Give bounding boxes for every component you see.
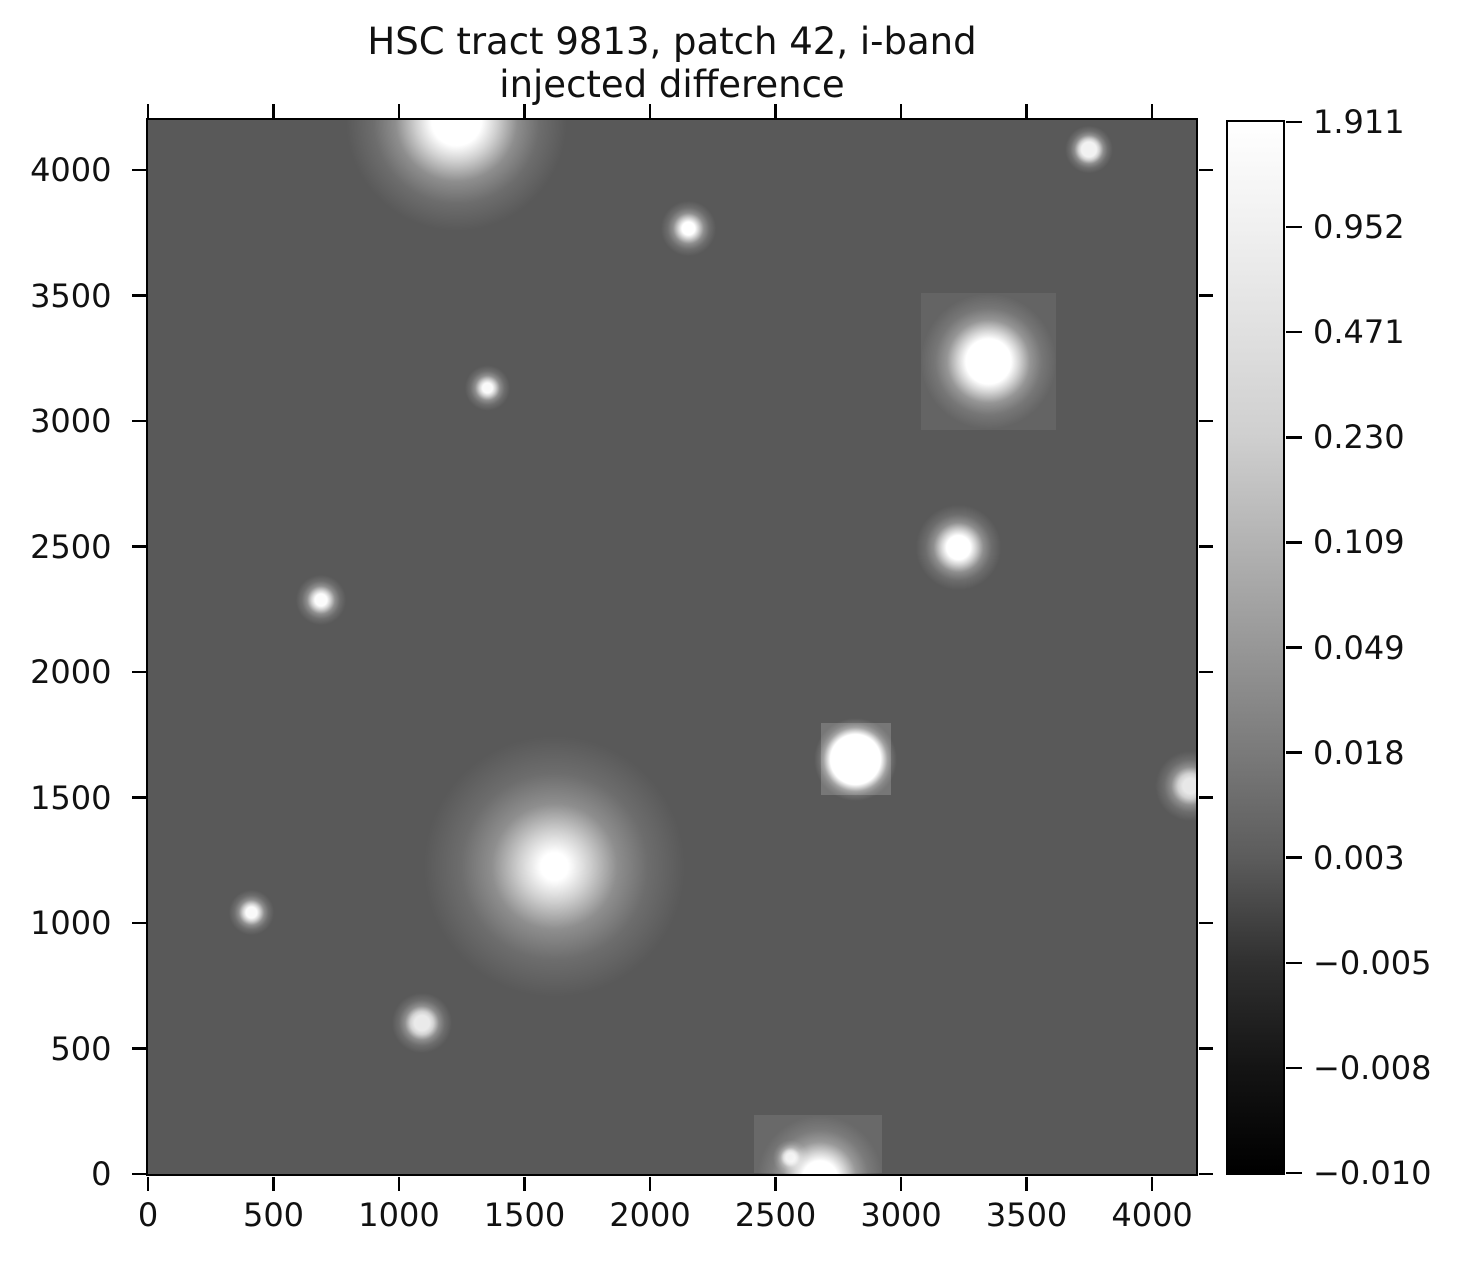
colorbar-tick <box>1285 751 1302 754</box>
colorbar-tick <box>1285 436 1302 439</box>
injected-source <box>423 735 685 997</box>
y-tick-label: 500 <box>50 1029 112 1068</box>
y-tick-right <box>1198 294 1213 297</box>
image-plot <box>145 117 1198 1176</box>
y-tick-right <box>1198 921 1213 925</box>
colorbar-tick <box>1285 646 1302 649</box>
injected-source <box>660 201 717 257</box>
x-tick <box>397 1176 401 1191</box>
injected-source <box>465 365 511 411</box>
x-tick-top <box>146 103 150 118</box>
injected-source <box>920 293 1057 430</box>
y-tick-label: 1500 <box>30 778 112 817</box>
x-tick <box>146 1176 150 1191</box>
y-tick <box>131 796 146 799</box>
colorbar-tick-label: 0.952 <box>1313 208 1405 247</box>
y-tick-right <box>1198 419 1213 423</box>
colorbar-tick-label: 0.049 <box>1313 628 1405 667</box>
y-tick-right <box>1198 670 1213 674</box>
y-tick-right <box>1198 1172 1213 1176</box>
colorbar-tick-label: 0.003 <box>1313 838 1405 877</box>
x-tick-top <box>523 103 526 118</box>
y-tick-label: 1000 <box>30 904 112 943</box>
y-tick-label: 2000 <box>30 653 112 692</box>
y-tick <box>131 545 146 548</box>
colorbar-tick <box>1285 330 1302 334</box>
colorbar-tick-label: −0.005 <box>1313 943 1432 982</box>
colorbar-tick-label: 0.230 <box>1313 418 1405 457</box>
y-tick <box>131 1047 146 1050</box>
injected-source <box>345 119 567 232</box>
colorbar-tick-label: 0.109 <box>1313 523 1405 562</box>
injected-source <box>1064 125 1113 174</box>
colorbar-tick <box>1285 961 1302 965</box>
colorbar-tick <box>1285 1066 1302 1070</box>
y-tick-label: 4000 <box>30 151 112 190</box>
y-tick-right <box>1198 1047 1213 1050</box>
injected-source <box>392 992 453 1054</box>
y-tick <box>131 419 146 423</box>
x-tick-label: 1000 <box>358 1196 440 1234</box>
x-tick <box>648 1176 652 1191</box>
y-tick <box>131 1172 146 1176</box>
y-tick <box>131 168 146 172</box>
y-tick-right <box>1198 796 1213 799</box>
x-tick <box>1150 1176 1154 1191</box>
x-tick <box>774 1176 777 1191</box>
x-tick-label: 2500 <box>734 1196 817 1234</box>
y-tick-label: 3000 <box>30 402 112 441</box>
x-tick-label: 500 <box>242 1196 305 1234</box>
y-tick <box>131 921 146 925</box>
x-tick <box>523 1176 526 1191</box>
x-tick-label: 0 <box>137 1196 159 1234</box>
injected-source <box>295 574 346 626</box>
colorbar-tick-label: 0.471 <box>1313 313 1405 352</box>
x-tick-top <box>1025 103 1028 118</box>
x-tick-top <box>397 103 401 118</box>
x-tick <box>272 1176 275 1191</box>
injected-source <box>1155 750 1196 821</box>
y-tick-label: 2500 <box>30 527 112 566</box>
x-tick-label: 4000 <box>1111 1196 1193 1234</box>
y-tick-label: 3500 <box>30 276 112 315</box>
colorbar-tick <box>1285 120 1302 124</box>
chart-title-line1: HSC tract 9813, patch 42, i-band <box>367 20 977 63</box>
x-tick <box>1025 1176 1028 1191</box>
x-tick-label: 3500 <box>985 1196 1068 1234</box>
chart-title-line2: injected difference <box>499 63 845 106</box>
colorbar-tick-label: 1.911 <box>1313 103 1405 141</box>
injected-source <box>915 504 1001 591</box>
colorbar-tick-label: 0.018 <box>1313 733 1405 772</box>
colorbar-tick <box>1285 1171 1302 1175</box>
y-tick-right <box>1198 168 1213 172</box>
y-tick-label: 0 <box>91 1155 112 1193</box>
y-tick-right <box>1198 545 1213 548</box>
y-tick <box>131 294 146 297</box>
y-tick <box>131 670 146 674</box>
x-tick-label: 1500 <box>483 1196 566 1234</box>
colorbar-tick <box>1285 541 1302 544</box>
x-tick-top <box>899 103 903 118</box>
x-tick <box>899 1176 903 1191</box>
colorbar-tick <box>1285 225 1302 229</box>
x-tick-top <box>774 103 777 118</box>
colorbar-tick-label: −0.010 <box>1313 1154 1432 1192</box>
injected-source <box>229 889 275 936</box>
colorbar-tick <box>1285 856 1302 859</box>
x-tick-label: 3000 <box>860 1196 942 1234</box>
injected-source <box>813 718 897 801</box>
colorbar-tick-label: −0.008 <box>1313 1048 1432 1087</box>
x-tick-top <box>1150 103 1154 118</box>
chart-title: HSC tract 9813, patch 42, i-band injecte… <box>148 20 1196 106</box>
colorbar <box>1225 119 1285 1175</box>
x-tick-label: 2000 <box>609 1196 691 1234</box>
x-tick-top <box>272 103 275 118</box>
x-tick-top <box>648 103 652 118</box>
